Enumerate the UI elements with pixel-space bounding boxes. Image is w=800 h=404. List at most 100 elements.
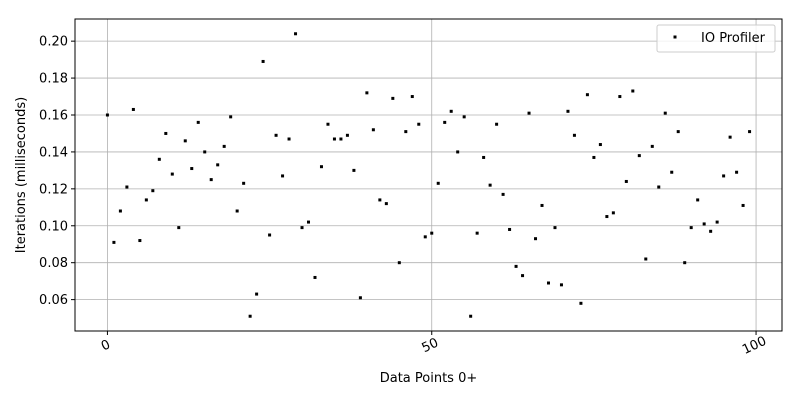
data-points: [105, 32, 752, 318]
data-point: [313, 275, 317, 279]
data-point: [229, 115, 233, 119]
legend-box: [656, 24, 776, 53]
y-tick-label: 0.14: [39, 145, 68, 160]
data-point: [735, 170, 739, 174]
data-point: [611, 211, 615, 215]
data-point: [268, 233, 272, 237]
data-point: [585, 93, 589, 97]
data-point: [579, 301, 583, 305]
data-point: [177, 226, 181, 230]
data-point: [456, 150, 460, 154]
data-point: [670, 170, 674, 174]
data-point: [527, 111, 531, 115]
data-point: [144, 198, 148, 202]
data-point: [164, 131, 168, 135]
data-point: [196, 120, 200, 124]
data-point: [462, 115, 466, 119]
data-point: [495, 122, 499, 126]
data-point: [475, 231, 479, 235]
data-point: [676, 130, 680, 134]
data-point: [170, 172, 174, 176]
data-point: [605, 215, 609, 219]
data-point: [572, 133, 576, 137]
data-point: [430, 231, 434, 235]
data-point: [294, 32, 298, 36]
data-point: [534, 237, 538, 241]
data-point: [741, 203, 745, 207]
data-point: [559, 283, 563, 287]
data-point: [190, 167, 194, 171]
data-point: [125, 185, 129, 189]
data-point: [365, 91, 369, 95]
data-point: [235, 209, 239, 213]
data-point: [352, 168, 356, 172]
data-point: [274, 133, 278, 137]
data-point: [728, 135, 732, 139]
data-point: [319, 165, 323, 169]
y-tick-label: 0.18: [39, 72, 68, 87]
data-point: [326, 122, 330, 126]
data-point: [131, 107, 135, 111]
data-point: [307, 220, 311, 224]
data-point: [436, 181, 440, 185]
data-point: [482, 155, 486, 159]
data-point: [339, 137, 343, 141]
data-point: [300, 226, 304, 230]
data-point: [151, 189, 155, 193]
data-point: [683, 261, 687, 265]
data-point: [203, 150, 207, 154]
data-point: [546, 281, 550, 285]
data-point: [248, 314, 252, 318]
data-point: [508, 227, 512, 231]
data-point: [650, 144, 654, 148]
y-tick-label: 0.12: [39, 182, 68, 197]
data-point: [722, 174, 726, 178]
data-point: [423, 235, 427, 239]
data-point: [157, 157, 161, 161]
data-point: [417, 122, 421, 126]
data-point: [702, 222, 706, 226]
data-point: [345, 133, 349, 137]
data-point: [287, 137, 291, 141]
data-point: [644, 257, 648, 261]
y-axis-label: Iterations (milliseconds): [14, 97, 29, 253]
y-tick-label: 0.08: [39, 256, 68, 271]
data-point: [391, 96, 395, 100]
legend-marker: [673, 35, 677, 39]
data-point: [261, 59, 265, 63]
data-point: [521, 274, 525, 278]
legend-label: IO Profiler: [701, 31, 766, 46]
data-point: [748, 130, 752, 134]
data-point: [598, 143, 602, 147]
data-point: [514, 264, 518, 268]
data-point: [592, 155, 596, 159]
data-point: [469, 314, 473, 318]
data-point: [216, 163, 220, 167]
data-point: [449, 109, 453, 113]
data-point: [410, 95, 414, 99]
legend: IO Profiler: [656, 24, 776, 53]
data-point: [663, 111, 667, 115]
data-point: [553, 226, 557, 230]
data-point: [624, 179, 628, 183]
grid-lines: [75, 19, 782, 331]
data-point: [488, 183, 492, 187]
data-point: [384, 202, 388, 206]
y-tick-label: 0.10: [39, 219, 68, 234]
data-point: [242, 181, 246, 185]
data-point: [371, 128, 375, 132]
data-point: [709, 229, 713, 233]
y-tick-label: 0.20: [39, 35, 68, 50]
data-point: [105, 113, 109, 117]
data-point: [631, 89, 635, 93]
data-point: [112, 240, 116, 244]
data-point: [696, 198, 700, 202]
data-point: [118, 209, 122, 213]
data-point: [183, 139, 187, 143]
data-point: [501, 192, 505, 196]
data-point: [397, 261, 401, 265]
y-axis-ticks: 0.06 0.08 0.10 0.12 0.14 0.16 0.18 0.20: [39, 35, 75, 308]
data-point: [281, 174, 285, 178]
data-point: [138, 239, 142, 243]
